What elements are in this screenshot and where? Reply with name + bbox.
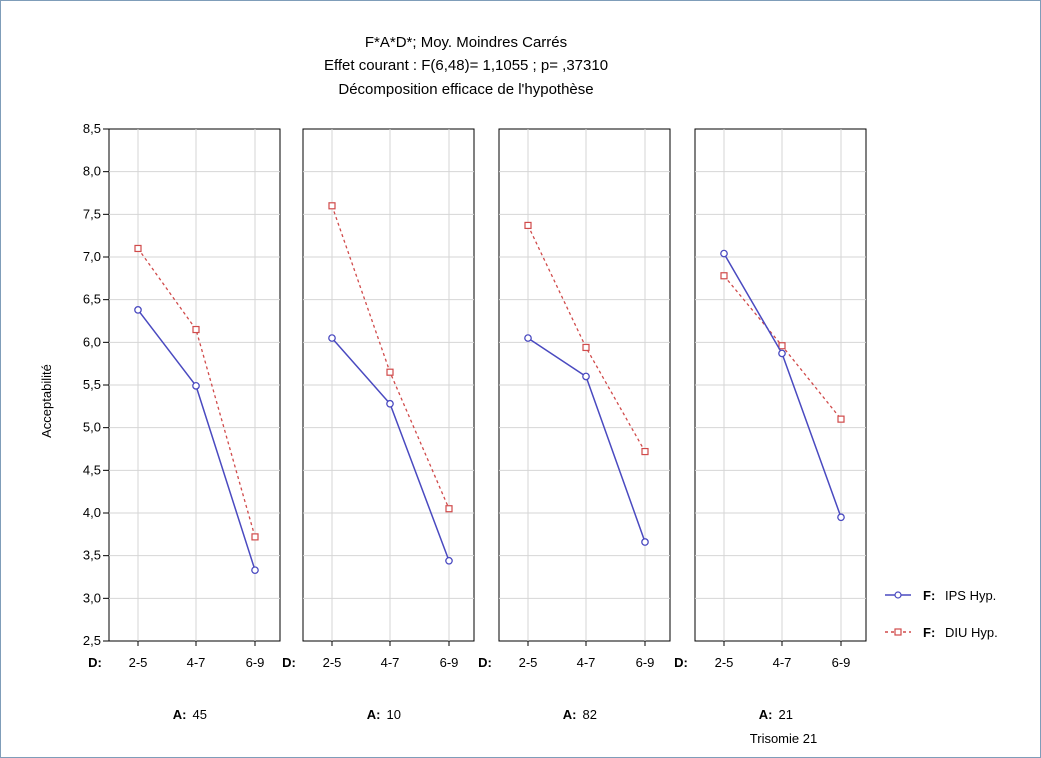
y-tick-label: 8,0 (83, 164, 101, 179)
y-tick-label: 3,5 (83, 548, 101, 563)
panel-value-label: 45 (193, 707, 207, 722)
data-point-ips (582, 372, 590, 381)
panel-factor-label: A: (367, 707, 381, 722)
y-tick-label: 5,0 (83, 420, 101, 435)
data-point-diu (778, 342, 786, 350)
data-point-ips (328, 334, 336, 342)
data-point-diu (524, 221, 532, 230)
data-point-ips (445, 556, 453, 565)
data-point-diu (582, 343, 590, 352)
x-tick-label: 4-7 (577, 655, 596, 670)
x-tick-label: 6-9 (246, 655, 265, 670)
x-tick-label: 4-7 (187, 655, 206, 670)
panel-value-label: 21 (779, 707, 793, 722)
data-point-diu (445, 505, 453, 513)
x-tick-label: 4-7 (773, 655, 792, 670)
y-tick-label: 2,5 (83, 633, 101, 648)
panel-value-label: 10 (387, 707, 401, 722)
chart-title-line: Décomposition efficace de l'hypothèse (338, 81, 593, 98)
data-point-ips (778, 349, 786, 358)
y-tick-label: 7,5 (83, 206, 101, 221)
legend-factor: F: (923, 625, 935, 640)
data-point-diu (251, 533, 259, 541)
data-point-diu (192, 325, 200, 334)
panel-sublabel: Trisomie 21 (750, 731, 817, 746)
x-factor-label: D: (478, 655, 492, 670)
data-point-ips (386, 399, 394, 408)
x-tick-label: 2-5 (715, 655, 734, 670)
y-tick-label: 6,5 (83, 292, 101, 307)
chart-title-line: F*A*D*; Moy. Moindres Carrés (365, 34, 567, 51)
y-tick-label: 8,5 (83, 121, 101, 136)
x-tick-label: 6-9 (440, 655, 459, 670)
data-point-diu (328, 202, 336, 210)
panel-factor-label: A: (173, 707, 187, 722)
y-axis-label: Acceptabilité (39, 364, 54, 438)
data-point-ips (641, 538, 649, 546)
data-point-diu (641, 447, 649, 456)
legend-label: IPS Hyp. (945, 588, 996, 603)
legend-marker (894, 591, 902, 599)
x-factor-label: D: (674, 655, 688, 670)
panel-value-label: 82 (583, 707, 597, 722)
panel-factor-label: A: (563, 707, 577, 722)
x-factor-label: D: (88, 655, 102, 670)
x-factor-label: D: (282, 655, 296, 670)
x-tick-label: 4-7 (381, 655, 400, 670)
legend-marker (894, 628, 902, 636)
data-point-ips (192, 382, 200, 390)
y-tick-label: 7,0 (83, 249, 101, 264)
data-point-ips (524, 334, 532, 342)
x-tick-label: 2-5 (129, 655, 148, 670)
x-tick-label: 6-9 (832, 655, 851, 670)
y-tick-label: 6,0 (83, 334, 101, 349)
legend-label: DIU Hyp. (945, 625, 998, 640)
x-tick-label: 2-5 (519, 655, 538, 670)
legend-factor: F: (923, 588, 935, 603)
y-tick-label: 4,0 (83, 505, 101, 520)
data-point-diu (720, 272, 728, 280)
y-tick-label: 4,5 (83, 462, 101, 477)
data-point-diu (837, 415, 845, 423)
x-tick-label: 6-9 (636, 655, 655, 670)
panel-factor-label: A: (759, 707, 773, 722)
data-point-diu (134, 244, 142, 253)
data-point-ips (251, 566, 259, 575)
x-tick-label: 2-5 (323, 655, 342, 670)
data-point-ips (837, 513, 845, 522)
data-point-ips (720, 249, 728, 258)
data-point-ips (134, 306, 142, 314)
chart-title-line: Effet courant : F(6,48)= 1,1055 ; p= ,37… (324, 57, 608, 74)
y-tick-label: 5,5 (83, 377, 101, 392)
data-point-diu (386, 368, 394, 376)
y-tick-label: 3,0 (83, 590, 101, 605)
